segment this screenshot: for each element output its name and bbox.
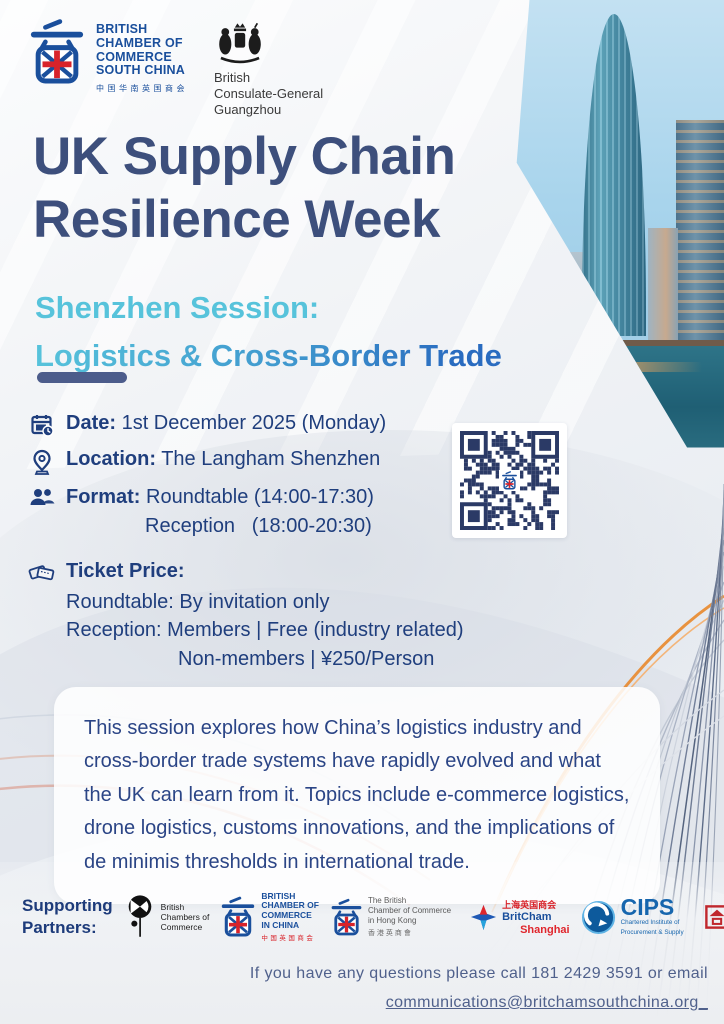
session-description: This session explores how China’s logist… xyxy=(84,717,630,873)
partner-cips: CIPS Chartered Institute of Procurement … xyxy=(581,895,684,937)
partner-ceibs-gemba: CEIBS | GEMBA xyxy=(705,905,724,929)
format-value-2: Reception (18:00-20:30) xyxy=(145,515,372,537)
calendar-clock-icon xyxy=(28,412,55,437)
tickets-icon xyxy=(28,560,55,585)
accent-underline xyxy=(37,372,127,383)
date-label: Date: xyxy=(66,412,117,434)
ticket-line-roundtable: Roundtable: By invitation only xyxy=(66,591,330,613)
format-row: Format: Roundtable (14:00-17:30) Recepti… xyxy=(28,486,468,538)
shang-character-icon xyxy=(330,898,363,937)
session-description-card: This session explores how China’s logist… xyxy=(54,687,660,904)
format-value-1: Roundtable (14:00-17:30) xyxy=(140,486,374,508)
shenzhen-skyline-photo xyxy=(516,0,724,448)
contact-email-link[interactable]: communications@britchamsouthchina.org xyxy=(385,993,699,1011)
map-pin-icon xyxy=(28,448,55,475)
bcoc-flower-icon xyxy=(124,894,156,940)
format-label: Format: xyxy=(66,486,141,508)
location-row: Location: The Langham Shenzhen xyxy=(28,448,468,475)
britcham-south-china-logo: BRITISH CHAMBER OF COMMERCE SOUTH CHINA … xyxy=(28,18,188,94)
star-icon xyxy=(470,904,497,931)
bcc-logo-chinese: 中国华南英国商会 xyxy=(96,84,188,93)
royal-crest-icon xyxy=(214,20,266,70)
qr-center-logo xyxy=(499,470,520,491)
ticket-line-reception: Reception: Members | Free (industry rela… xyxy=(66,619,464,642)
supporting-partners-label: Supporting Partners: xyxy=(22,895,113,937)
consulate-line: Guangzhou xyxy=(214,101,282,117)
users-icon xyxy=(28,486,55,538)
ticket-price-row: Ticket Price: xyxy=(28,560,468,585)
china-resources-tower xyxy=(582,14,646,336)
date-value: 1st December 2025 (Monday) xyxy=(116,412,387,434)
bcc-logo-line: CHAMBER OF xyxy=(96,35,183,50)
location-value: The Langham Shenzhen xyxy=(156,448,381,470)
qr-modules xyxy=(460,431,559,530)
consulate-line: British xyxy=(214,70,251,85)
ticket-line-nonmembers: Non-members | ¥250/Person xyxy=(178,647,435,670)
building xyxy=(676,120,724,340)
partner-british-chambers-of-commerce: British Chambers of Commerce xyxy=(124,894,209,940)
ticket-price-lines: Roundtable: By invitation only Reception… xyxy=(66,588,468,673)
email-underscore: _ xyxy=(698,993,708,1011)
bcc-logo-line: SOUTH CHINA xyxy=(96,63,186,78)
ceibs-mark-icon xyxy=(705,905,724,929)
shang-character-icon xyxy=(28,18,86,86)
building xyxy=(524,280,560,342)
consulate-line: Consulate-General xyxy=(214,85,324,101)
bcc-logo-line: COMMERCE xyxy=(96,49,172,64)
session-subtitle: Shenzhen Session: Logistics & Cross-Bord… xyxy=(35,284,502,380)
qr-code xyxy=(452,423,567,538)
shang-character-icon xyxy=(220,896,256,938)
partner-britcham-hong-kong: The British Chamber of Commerce in Hong … xyxy=(330,896,451,938)
header-logos: BRITISH CHAMBER OF COMMERCE SOUTH CHINA … xyxy=(28,18,323,118)
location-label: Location: xyxy=(66,448,156,470)
date-row: Date: 1st December 2025 (Monday) xyxy=(28,412,468,437)
bcc-logo-line: BRITISH xyxy=(96,22,148,36)
contact-line: If you have any questions please call 18… xyxy=(249,965,708,982)
contact-footer: If you have any questions please call 18… xyxy=(250,960,708,1018)
ticket-price-label: Ticket Price: xyxy=(66,560,185,582)
cips-globe-icon xyxy=(581,900,616,935)
partner-britcham-shanghai: 上海英国商会 BritCham Shanghai xyxy=(470,898,570,936)
page-title: UK Supply Chain Resilience Week xyxy=(33,127,456,249)
british-consulate-logo: British Consulate-General Guangzhou xyxy=(214,18,323,118)
supporting-partners: Supporting Partners: British Chambers of… xyxy=(22,884,712,950)
event-details: Date: 1st December 2025 (Monday) Locatio… xyxy=(28,412,468,673)
partner-britcham-china: BRITISH CHAMBER OF COMMERCE IN CHINA 中国英… xyxy=(220,891,319,942)
shang-character-icon xyxy=(501,471,518,490)
building xyxy=(648,228,678,340)
